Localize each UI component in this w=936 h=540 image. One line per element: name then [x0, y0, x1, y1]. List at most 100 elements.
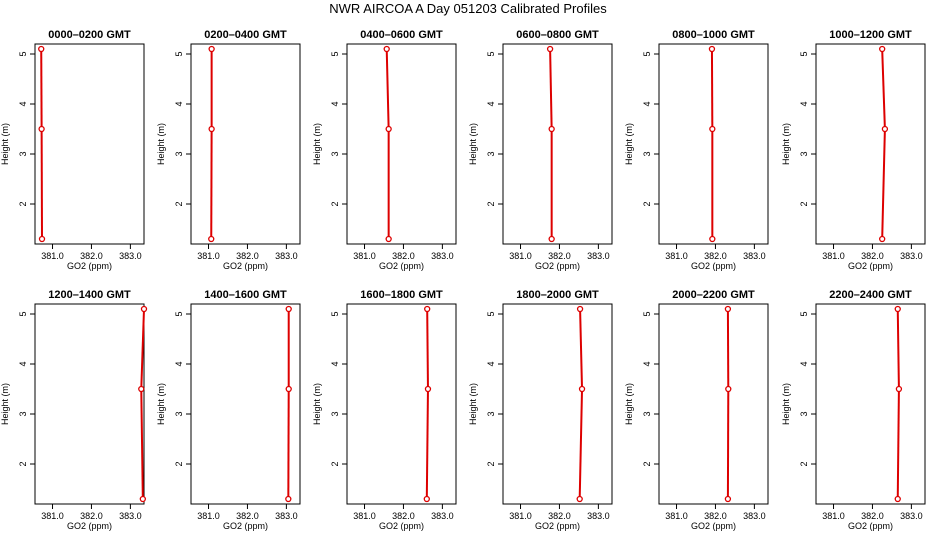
panel-1-ytick-label: 5 [18, 51, 28, 56]
panel-9-xlabel: GO2 (ppm) [379, 521, 424, 531]
panel-9-ylabel: Height (m) [312, 383, 322, 425]
panel-2-ytick-label: 3 [174, 151, 184, 156]
panel-11-xlabel: GO2 (ppm) [691, 521, 736, 531]
panel-2-xtick-label: 382.0 [236, 251, 259, 261]
panel-7-xtick-label: 382.0 [80, 511, 103, 521]
panel-3-ylabel: Height (m) [312, 123, 322, 165]
panel-1-ytick-label: 4 [18, 101, 28, 106]
panel-7-xlabel: GO2 (ppm) [67, 521, 112, 531]
panel-5-ylabel: Height (m) [624, 123, 634, 165]
panel-3-data-point [383, 45, 390, 53]
panel-3-xlabel: GO2 (ppm) [379, 261, 424, 271]
panel-7-ytick-label: 4 [18, 361, 28, 366]
panel-2-title: 0200–0400 GMT [204, 29, 287, 41]
panel-9-data-point [423, 495, 430, 503]
panel-4-ylabel: Height (m) [468, 123, 478, 165]
panel-2-xtick-label: 381.0 [197, 251, 220, 261]
panel-8-ylabel: Height (m) [156, 383, 166, 425]
panel-10-data-point [576, 495, 583, 503]
panel-11-ytick-label: 4 [642, 361, 652, 366]
panel-6-xlabel: GO2 (ppm) [848, 261, 893, 271]
panel-4-data-point [548, 235, 555, 243]
panel-5-xlabel: GO2 (ppm) [691, 261, 736, 271]
panel-12-title: 2200–2400 GMT [829, 289, 912, 301]
panel-1-xlabel: GO2 (ppm) [67, 261, 112, 271]
panel-10-ytick-label: 4 [486, 361, 496, 366]
panel-8-ytick-label: 3 [174, 411, 184, 416]
panel-2-frame [190, 43, 301, 245]
panel-4-ytick-label: 2 [486, 201, 496, 206]
panel-3-ytick-label: 3 [330, 151, 340, 156]
panel-4-xtick-label: 382.0 [548, 251, 571, 261]
panel-11-xtick-label: 383.0 [743, 511, 766, 521]
panel-11-xtick-label: 381.0 [665, 511, 688, 521]
panel-9-xtick-label: 382.0 [392, 511, 415, 521]
panel-4-data-point [548, 125, 555, 133]
panel-3-data-point [385, 235, 392, 243]
panel-12-ylabel: Height (m) [781, 383, 791, 425]
panel-9-profile-segment [425, 388, 429, 500]
panel-12-ytick-label: 3 [799, 411, 809, 416]
panel-6-data-point [881, 125, 889, 133]
panel-9-ytick-label: 4 [330, 361, 340, 366]
panel-1-frame [34, 43, 145, 245]
chart-title: NWR AIRCOA A Day 051203 Calibrated Profi… [329, 1, 607, 16]
panel-10-frame [502, 303, 613, 505]
panel-4-xtick-label: 381.0 [509, 251, 532, 261]
panel-12-ytick-label: 5 [799, 311, 809, 316]
panel-2-data-point [208, 125, 215, 133]
panel-10-profile-segment [578, 388, 584, 500]
panel-7-profile-segment [140, 388, 144, 500]
panel-11-xtick-label: 382.0 [704, 511, 727, 521]
panel-8-data-point [285, 495, 292, 503]
panel-4-xlabel: GO2 (ppm) [535, 261, 580, 271]
panel-5-ytick-label: 2 [642, 201, 652, 206]
panel-6-ylabel: Height (m) [781, 123, 791, 165]
panel-9-data-point [424, 305, 431, 313]
panel-9-title: 1600–1800 GMT [360, 289, 443, 301]
panel-6-ytick-label: 5 [799, 51, 809, 56]
panel-12-data-point [894, 495, 901, 503]
panel-11-data-point [725, 385, 732, 393]
panel-3-ytick-label: 4 [330, 101, 340, 106]
panel-3-data-point [385, 125, 392, 133]
panel-5-data-point [708, 45, 716, 53]
panel-3-ytick-label: 5 [330, 51, 340, 56]
panel-4-xtick-label: 383.0 [587, 251, 610, 261]
panel-9-profile-segment [426, 308, 429, 390]
panel-3-profile-segment [385, 48, 390, 130]
panel-9-data-point [424, 385, 432, 393]
panel-12-ytick-label: 4 [799, 361, 809, 366]
panel-6-ytick-label: 4 [799, 101, 809, 106]
panel-10-ylabel: Height (m) [468, 383, 478, 425]
panel-6-xtick-label: 383.0 [900, 251, 923, 261]
panel-10-title: 1800–2000 GMT [516, 289, 599, 301]
panel-6-ytick-label: 2 [799, 201, 809, 206]
panel-6-profile-segment [881, 48, 886, 130]
panel-5-ytick-label: 5 [642, 51, 652, 56]
panel-4-profile-segment [549, 48, 553, 130]
panel-2-ylabel: Height (m) [156, 123, 166, 165]
panel-12-data-point [894, 305, 901, 313]
panel-5-ytick-label: 3 [642, 151, 652, 156]
panel-8-ytick-label: 5 [174, 311, 184, 316]
panel-2-ytick-label: 4 [174, 101, 184, 106]
panel-7-frame [34, 303, 145, 505]
panel-6-title: 1000–1200 GMT [829, 29, 912, 41]
panel-10-profile-segment [579, 308, 584, 390]
panel-1-ylabel: Height (m) [0, 123, 10, 165]
panel-12-frame [815, 303, 926, 505]
panel-10-data-point [576, 305, 584, 313]
panel-10-xtick-label: 382.0 [548, 511, 571, 521]
panel-7-data-point [140, 305, 148, 313]
panel-6-ytick-label: 3 [799, 151, 809, 156]
panel-6-xtick-label: 382.0 [861, 251, 884, 261]
panel-10-xtick-label: 381.0 [509, 511, 532, 521]
panel-11-title: 2000–2200 GMT [672, 289, 755, 301]
panel-3-frame [346, 43, 457, 245]
panel-7-ytick-label: 5 [18, 311, 28, 316]
panel-12-profile-segment [896, 388, 900, 500]
panel-4-frame [502, 43, 613, 245]
panel-2-data-point [208, 235, 215, 243]
